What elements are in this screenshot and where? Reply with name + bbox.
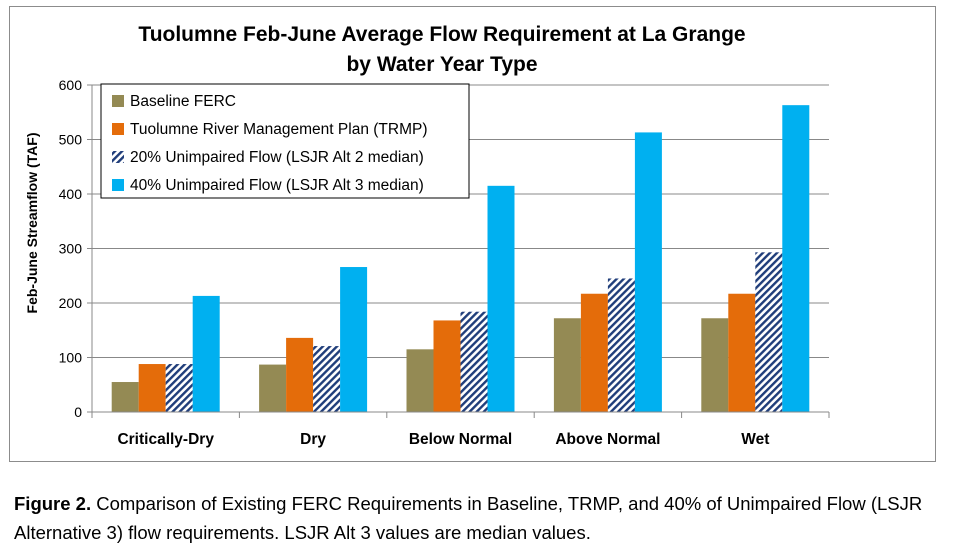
bar [111,382,139,412]
bar [192,295,220,412]
legend: Baseline FERC Tuolumne River Management P… [100,83,470,199]
axes: 0 100 200 300 400 500 600 Critically-Dry Dry Belo… [59,77,830,448]
chart-title-line-1: Tuolumne Feb-June Average Flow Requireme… [138,23,745,46]
bar [286,337,314,412]
bar [406,349,434,412]
legend-swatch [112,179,124,191]
x-category-label: Below Normal [409,431,512,448]
bar [487,185,515,412]
legend-swatch [112,95,124,107]
bar [259,364,287,412]
x-category-label: Wet [741,431,769,448]
y-tick-label: 500 [59,132,83,148]
bar [634,132,662,412]
bar [165,364,193,412]
bar [701,318,729,412]
legend-box [100,83,470,199]
figure-caption: Figure 2. Comparison of Existing FERC Re… [14,489,949,547]
bar [460,311,488,412]
legend-label: Baseline FERC [130,93,236,110]
bars [111,105,810,412]
legend-label: 40% Unimpaired Flow (LSJR Alt 3 median) [130,177,424,194]
x-category-label: Dry [300,431,326,448]
bar [553,318,581,412]
x-category-label: Critically-Dry [117,431,214,448]
bar [728,293,756,412]
caption-label: Figure 2. [14,493,92,514]
caption-text: Comparison of Existing FERC Requirements… [14,493,923,543]
y-tick-label: 200 [59,295,83,311]
bar [755,252,783,412]
x-category-label: Above Normal [555,431,660,448]
bar [313,346,341,412]
y-tick-label: 300 [59,241,83,257]
legend-label: Tuolumne River Management Plan (TRMP) [130,121,427,138]
bar [138,364,166,412]
chart-title-line-2: by Water Year Type [346,53,537,76]
y-axis-label: Feb-June Streamflow (TAF) [24,133,40,314]
legend-swatch [112,151,124,163]
legend-label: 20% Unimpaired Flow (LSJR Alt 2 median) [130,149,424,166]
bar [607,278,635,412]
y-tick-label: 0 [74,404,82,420]
bar [340,267,368,412]
bar [782,105,810,412]
bar [433,320,461,412]
legend-swatch [112,123,124,135]
bar-chart: Tuolumne Feb-June Average Flow Requireme… [24,23,830,448]
bar [580,293,608,412]
y-tick-label: 100 [59,350,83,366]
y-tick-label: 600 [59,77,83,93]
chart-frame: Tuolumne Feb-June Average Flow Requireme… [9,6,936,462]
y-tick-label: 400 [59,186,83,202]
